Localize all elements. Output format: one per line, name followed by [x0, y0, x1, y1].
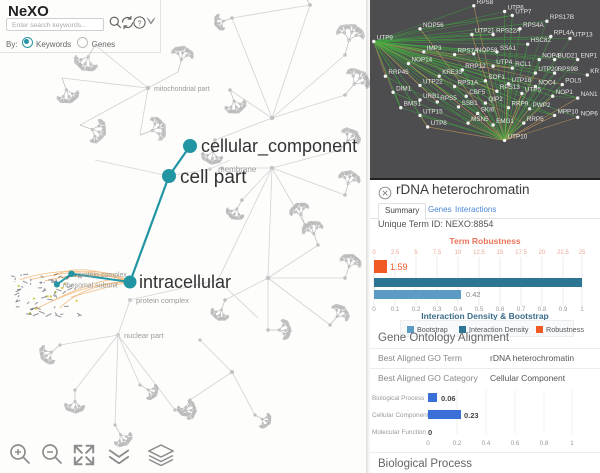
svg-text:mitochondrial part: mitochondrial part: [154, 86, 210, 93]
svg-text:NOP1: NOP1: [556, 89, 574, 96]
svg-text:NOC4: NOC4: [538, 80, 556, 87]
svg-text:RPS8: RPS8: [477, 0, 494, 6]
svg-text:UTP13: UTP13: [573, 32, 593, 39]
svg-text:0: 0: [372, 250, 376, 256]
svg-text:ENP1: ENP1: [581, 53, 598, 60]
svg-text:UTP5: UTP5: [525, 87, 542, 94]
svg-text:10: 10: [455, 250, 462, 256]
svg-text:25: 25: [579, 250, 586, 256]
svg-text:22.5: 22.5: [557, 250, 569, 256]
svg-text:PWP2: PWP2: [533, 102, 551, 109]
svg-text:RCL1: RCL1: [515, 61, 532, 68]
svg-text:0.8: 0.8: [540, 440, 549, 447]
svg-text:nuclear part: nuclear part: [124, 331, 165, 340]
svg-text:membrane: membrane: [218, 165, 257, 174]
svg-text:12.5: 12.5: [473, 250, 485, 256]
svg-text:protein complex: protein complex: [78, 272, 128, 279]
svg-text:Molecular Function: Molecular Function: [372, 429, 426, 436]
svg-text:BMS1: BMS1: [404, 101, 422, 108]
svg-text:QIP2: QIP2: [488, 96, 503, 103]
svg-text:UTP22: UTP22: [423, 78, 443, 85]
svg-text:7.5: 7.5: [433, 250, 442, 256]
svg-text:1: 1: [570, 440, 574, 447]
svg-text:Biological Process: Biological Process: [372, 395, 424, 402]
svg-text:cellular_component: cellular_component: [201, 136, 357, 157]
svg-text:RPS1A: RPS1A: [458, 80, 479, 87]
svg-text:15: 15: [497, 250, 504, 256]
svg-text:5: 5: [414, 250, 418, 256]
svg-text:NAN1: NAN1: [581, 91, 598, 98]
svg-text:RPS22A: RPS22A: [496, 28, 521, 35]
svg-text:URB1: URB1: [423, 93, 440, 100]
svg-text:RPL4A: RPL4A: [554, 30, 575, 37]
svg-text:SSA1: SSA1: [500, 45, 517, 52]
svg-text:UTP18: UTP18: [512, 77, 532, 84]
svg-text:RPS5: RPS5: [440, 95, 457, 102]
svg-text:RPS4A: RPS4A: [523, 22, 544, 29]
svg-text:0: 0: [428, 428, 432, 437]
svg-text:0.4: 0.4: [482, 440, 491, 447]
svg-text:UTP8: UTP8: [431, 120, 448, 127]
svg-text:CBF5: CBF5: [469, 89, 486, 96]
svg-text:intracellular: intracellular: [139, 272, 231, 292]
svg-text:EMG1: EMG1: [496, 118, 514, 125]
svg-text:DIM1: DIM1: [396, 85, 412, 92]
svg-text:0.42: 0.42: [466, 290, 481, 299]
svg-text:UTP10: UTP10: [508, 133, 528, 140]
svg-text:SOF1: SOF1: [488, 74, 505, 81]
svg-text:RRP5: RRP5: [527, 116, 544, 123]
svg-text:0.06: 0.06: [441, 394, 456, 403]
svg-text:17.5: 17.5: [515, 250, 527, 256]
svg-text:Cellular Component: Cellular Component: [372, 412, 429, 419]
svg-text:MPP10: MPP10: [558, 108, 579, 115]
svg-text:RPS9B: RPS9B: [558, 66, 579, 73]
svg-text:UTP20: UTP20: [538, 66, 558, 73]
svg-text:UTP15: UTP15: [423, 108, 443, 115]
svg-text:SKI6: SKI6: [481, 107, 495, 114]
svg-text:RRP12: RRP12: [465, 63, 486, 70]
svg-text:0.2: 0.2: [453, 440, 462, 447]
svg-text:UTP4: UTP4: [496, 59, 513, 66]
svg-text:ribosomal subunit: ribosomal subunit: [63, 283, 118, 290]
svg-text:protein complex: protein complex: [136, 296, 189, 305]
svg-text:HSC82: HSC82: [531, 37, 552, 44]
svg-text:KRE33: KRE33: [442, 69, 462, 76]
svg-text:0: 0: [426, 440, 430, 447]
svg-text:1.59: 1.59: [390, 262, 408, 272]
svg-text:UTP6: UTP6: [508, 5, 525, 12]
svg-text:RRP45: RRP45: [388, 69, 409, 76]
svg-text:NOP6: NOP6: [581, 110, 599, 117]
svg-text:SSB1: SSB1: [462, 100, 479, 107]
svg-text:UTP21: UTP21: [475, 28, 495, 35]
svg-text:RPS17B: RPS17B: [550, 14, 574, 21]
svg-text:RRP9: RRP9: [512, 101, 529, 108]
svg-text:UTP9: UTP9: [377, 35, 394, 42]
svg-text:0.23: 0.23: [464, 411, 479, 420]
svg-text:RPS13: RPS13: [500, 84, 520, 91]
svg-text:NOP56: NOP56: [423, 22, 444, 29]
svg-text:NOP58: NOP58: [477, 47, 498, 54]
svg-text:POL5: POL5: [565, 78, 582, 85]
svg-text:MSN5: MSN5: [471, 116, 489, 123]
svg-text:2.5: 2.5: [391, 250, 400, 256]
svg-text:IMP3: IMP3: [427, 45, 442, 52]
svg-text:KR: KR: [590, 68, 599, 75]
svg-text:0.6: 0.6: [511, 440, 520, 447]
svg-text:BUD21: BUD21: [558, 53, 579, 60]
svg-text:NOP14: NOP14: [412, 57, 433, 64]
svg-text:20: 20: [539, 250, 546, 256]
